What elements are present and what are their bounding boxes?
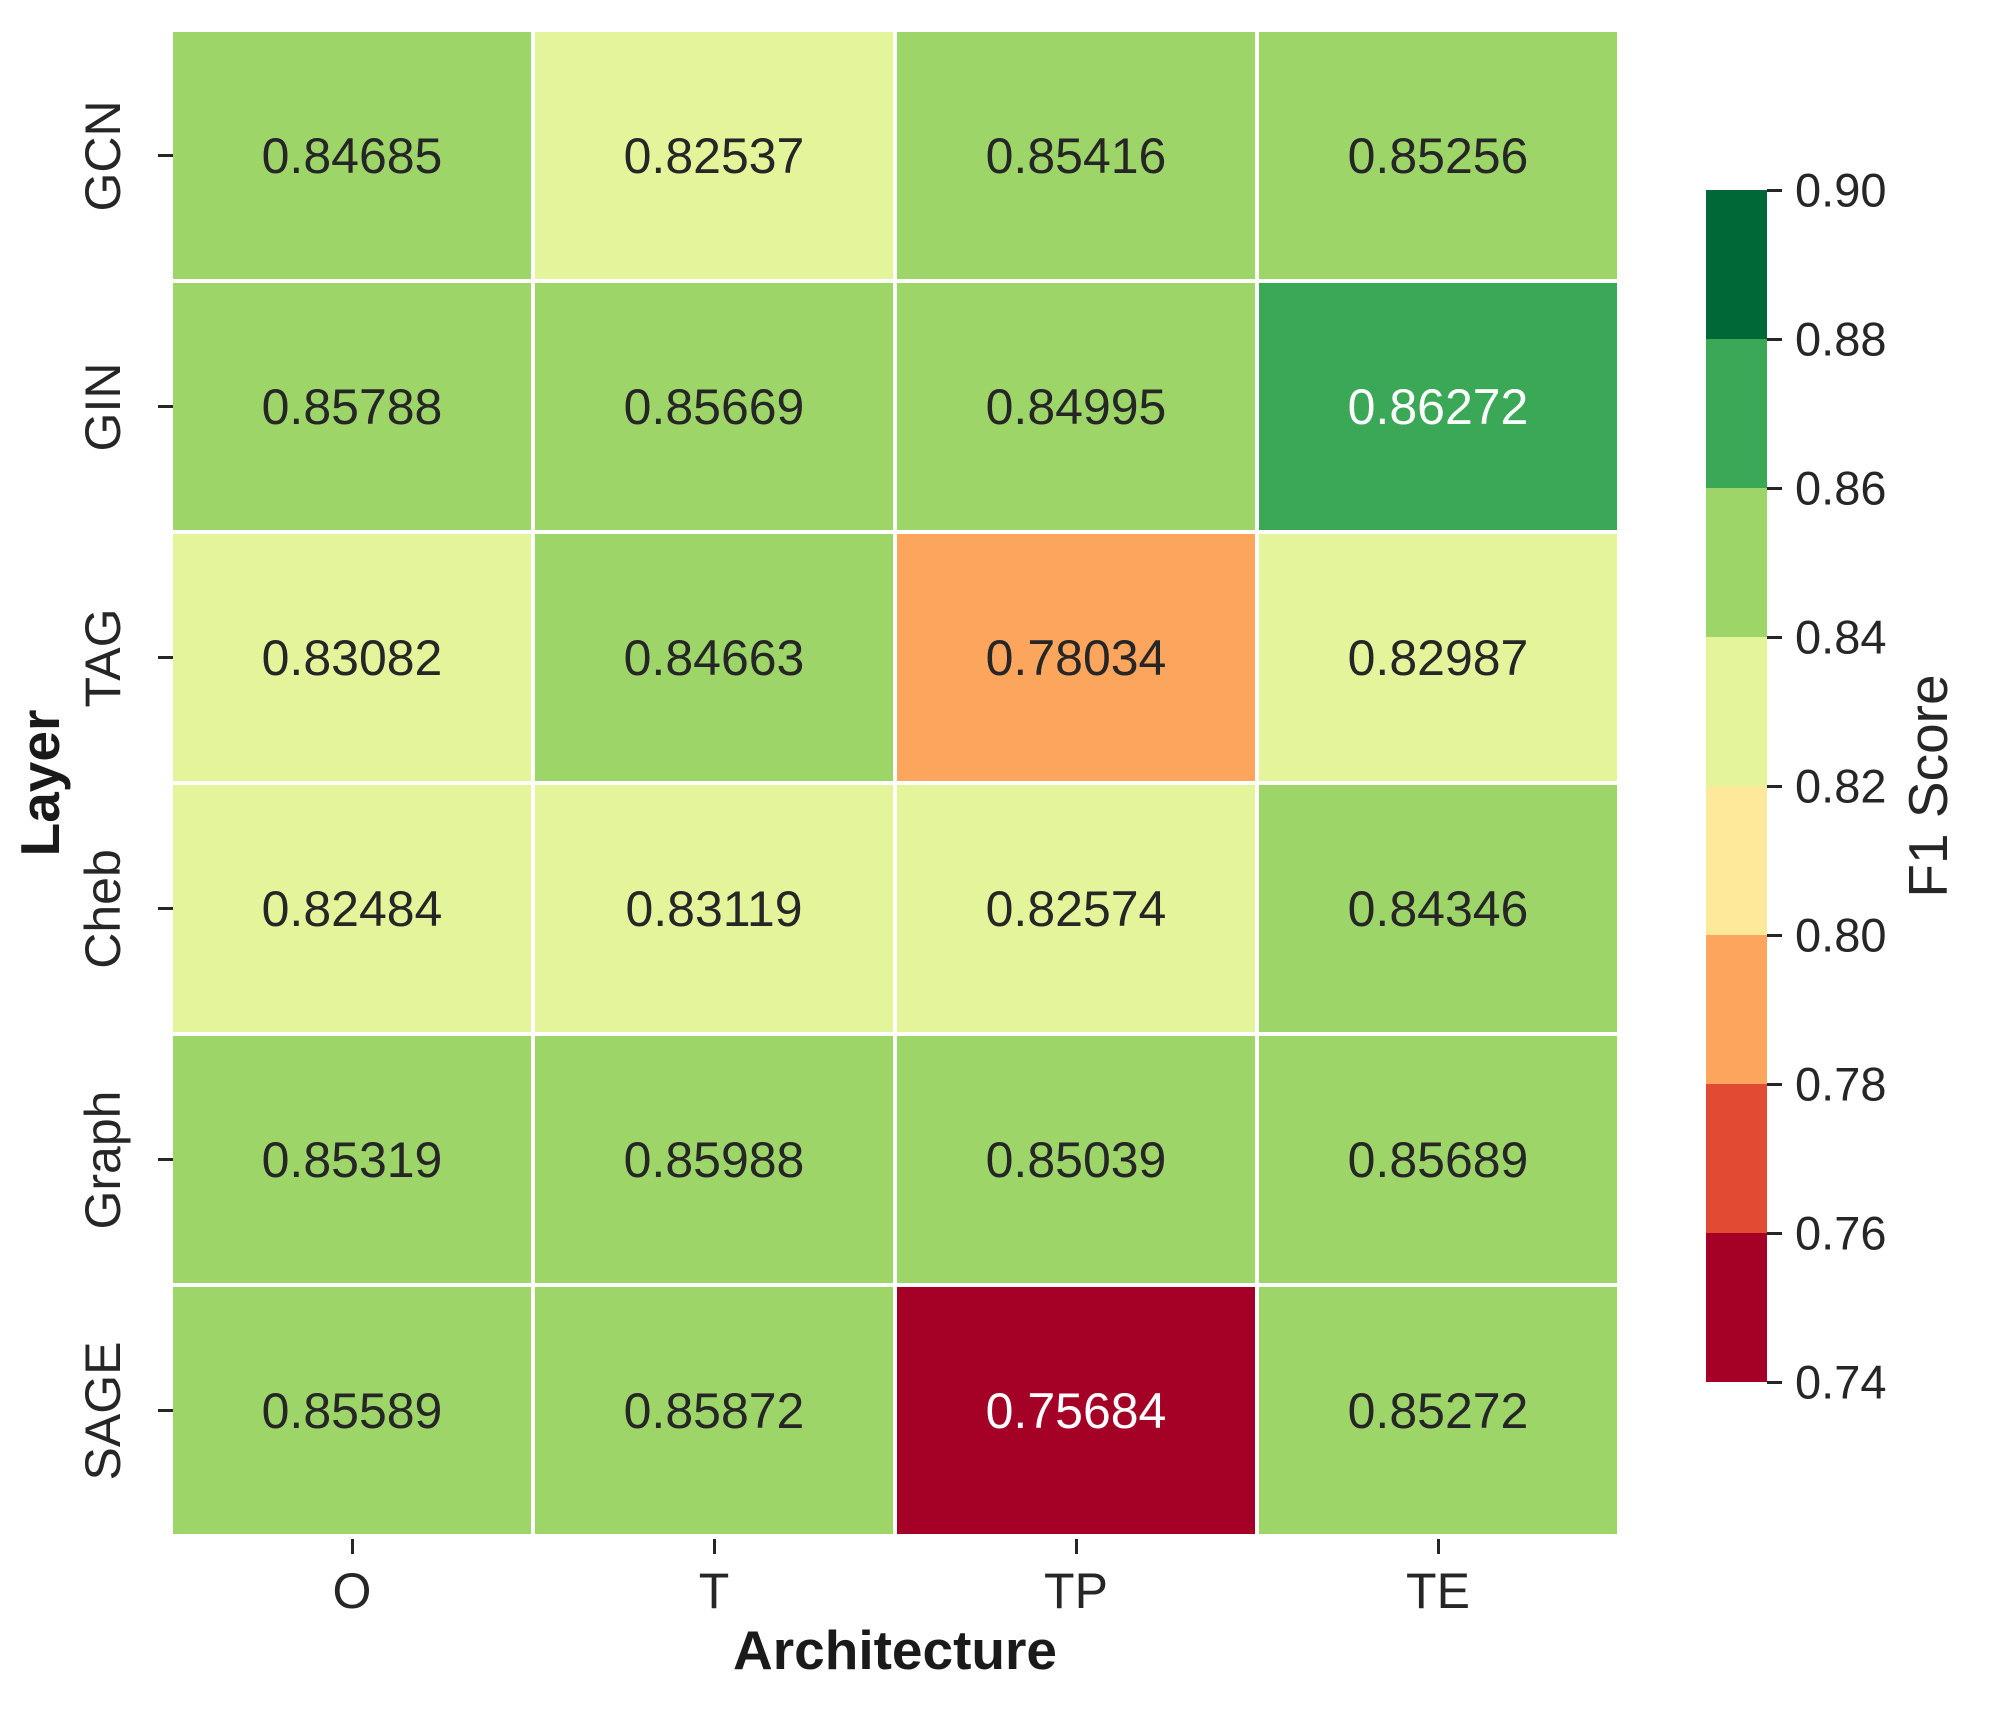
x-tick-mark xyxy=(1436,1539,1440,1554)
y-tick-mark xyxy=(158,154,173,157)
x-tick-mark xyxy=(712,1539,716,1554)
heatmap-cell: 0.82987 xyxy=(1259,534,1617,781)
y-tick-label: TAG xyxy=(75,607,131,708)
colorbar-tick-mark xyxy=(1767,784,1782,788)
colorbar-tick-mark xyxy=(1767,635,1782,639)
cell-value: 0.78034 xyxy=(985,629,1167,686)
colorbar-tick-mark xyxy=(1767,1082,1782,1086)
heatmap-cell: 0.85669 xyxy=(535,283,893,530)
x-tick-mark xyxy=(350,1539,354,1554)
y-tick-mark xyxy=(158,656,173,659)
y-tick-label: SAGE xyxy=(75,1341,131,1480)
cell-value: 0.85589 xyxy=(261,1382,443,1439)
cell-value: 0.85669 xyxy=(623,378,805,435)
cell-value: 0.84685 xyxy=(261,127,443,184)
heatmap-cell: 0.85256 xyxy=(1259,32,1617,279)
cell-value: 0.75684 xyxy=(985,1382,1167,1439)
x-tick-label: TP xyxy=(1044,1563,1108,1619)
colorbar-segment xyxy=(1706,339,1767,488)
colorbar-tick-mark xyxy=(1767,1231,1782,1235)
x-axis-title: Architecture xyxy=(733,1619,1057,1681)
y-tick-label: Cheb xyxy=(75,848,131,969)
heatmap-cell: 0.85689 xyxy=(1259,1036,1617,1283)
colorbar-segment xyxy=(1706,190,1767,339)
x-tick-label: T xyxy=(698,1563,730,1619)
cell-value: 0.85988 xyxy=(623,1131,805,1188)
y-tick-mark xyxy=(158,1158,173,1161)
cell-value: 0.84663 xyxy=(623,629,805,686)
heatmap-cell: 0.85788 xyxy=(173,283,531,530)
heatmap-cell: 0.84346 xyxy=(1259,785,1617,1032)
heatmap-cell: 0.82574 xyxy=(897,785,1255,1032)
colorbar-tick-mark xyxy=(1767,933,1782,937)
cell-value: 0.83119 xyxy=(625,880,803,937)
colorbar-segment xyxy=(1706,488,1767,637)
cell-value: 0.84346 xyxy=(1347,880,1529,937)
colorbar-tick-label: 0.88 xyxy=(1795,312,1887,366)
cell-value: 0.84995 xyxy=(985,378,1167,435)
y-tick-mark xyxy=(158,405,173,408)
cell-value: 0.82574 xyxy=(985,880,1167,937)
heatmap-cell: 0.78034 xyxy=(897,534,1255,781)
colorbar-tick-mark xyxy=(1767,486,1782,490)
cell-value: 0.82537 xyxy=(623,127,805,184)
heatmap-cell: 0.85319 xyxy=(173,1036,531,1283)
x-tick-label: O xyxy=(332,1563,372,1619)
heatmap-cell: 0.84663 xyxy=(535,534,893,781)
cell-value: 0.85788 xyxy=(261,378,443,435)
colorbar-tick-label: 0.84 xyxy=(1795,610,1887,664)
y-tick-label: GIN xyxy=(75,362,131,451)
cell-value: 0.85319 xyxy=(261,1131,443,1188)
colorbar-tick-mark xyxy=(1767,337,1782,341)
y-axis-title: Layer xyxy=(9,709,71,857)
heatmap-cell: 0.85039 xyxy=(897,1036,1255,1283)
cell-value: 0.85872 xyxy=(623,1382,805,1439)
heatmap-cell: 0.84995 xyxy=(897,283,1255,530)
cell-value: 0.85416 xyxy=(985,127,1167,184)
heatmap-cell: 0.82484 xyxy=(173,785,531,1032)
cell-value: 0.85256 xyxy=(1347,127,1529,184)
y-tick-mark xyxy=(158,1409,173,1412)
colorbar-segment xyxy=(1706,935,1767,1084)
colorbar-tick-label: 0.78 xyxy=(1795,1057,1887,1111)
cell-value: 0.85039 xyxy=(985,1131,1167,1188)
heatmap-cell: 0.83082 xyxy=(173,534,531,781)
heatmap-cell: 0.75684 xyxy=(897,1287,1255,1534)
colorbar-segment xyxy=(1706,786,1767,935)
colorbar-tick-label: 0.90 xyxy=(1795,163,1887,217)
colorbar-tick-mark xyxy=(1767,188,1782,192)
heatmap-cell: 0.85272 xyxy=(1259,1287,1617,1534)
colorbar-segment xyxy=(1706,1233,1767,1382)
colorbar-tick-mark xyxy=(1767,1380,1782,1384)
colorbar-title: F1 Score xyxy=(1897,674,1959,898)
heatmap-cell: 0.84685 xyxy=(173,32,531,279)
x-tick-label: TE xyxy=(1406,1563,1470,1619)
cell-value: 0.85272 xyxy=(1347,1382,1529,1439)
colorbar-segment xyxy=(1706,637,1767,786)
colorbar-tick-label: 0.80 xyxy=(1795,908,1887,962)
heatmap-cell: 0.86272 xyxy=(1259,283,1617,530)
cell-value: 0.86272 xyxy=(1347,378,1529,435)
colorbar-segment xyxy=(1706,1084,1767,1233)
y-tick-label: GCN xyxy=(75,99,131,212)
heatmap-cell: 0.85416 xyxy=(897,32,1255,279)
x-tick-mark xyxy=(1074,1539,1078,1554)
colorbar-tick-label: 0.76 xyxy=(1795,1206,1887,1260)
cell-value: 0.83082 xyxy=(261,629,443,686)
y-tick-mark xyxy=(158,907,173,910)
heatmap-cell: 0.85988 xyxy=(535,1036,893,1283)
colorbar-tick-label: 0.82 xyxy=(1795,759,1887,813)
cell-value: 0.82484 xyxy=(261,880,443,937)
heatmap-cell: 0.83119 xyxy=(535,785,893,1032)
heatmap-cell: 0.85589 xyxy=(173,1287,531,1534)
heatmap-cell: 0.85872 xyxy=(535,1287,893,1534)
heatmap-cell: 0.82537 xyxy=(535,32,893,279)
colorbar-tick-label: 0.86 xyxy=(1795,461,1887,515)
colorbar-tick-label: 0.74 xyxy=(1795,1355,1887,1409)
y-tick-label: Graph xyxy=(75,1090,131,1229)
cell-value: 0.85689 xyxy=(1347,1131,1529,1188)
cell-value: 0.82987 xyxy=(1347,629,1529,686)
